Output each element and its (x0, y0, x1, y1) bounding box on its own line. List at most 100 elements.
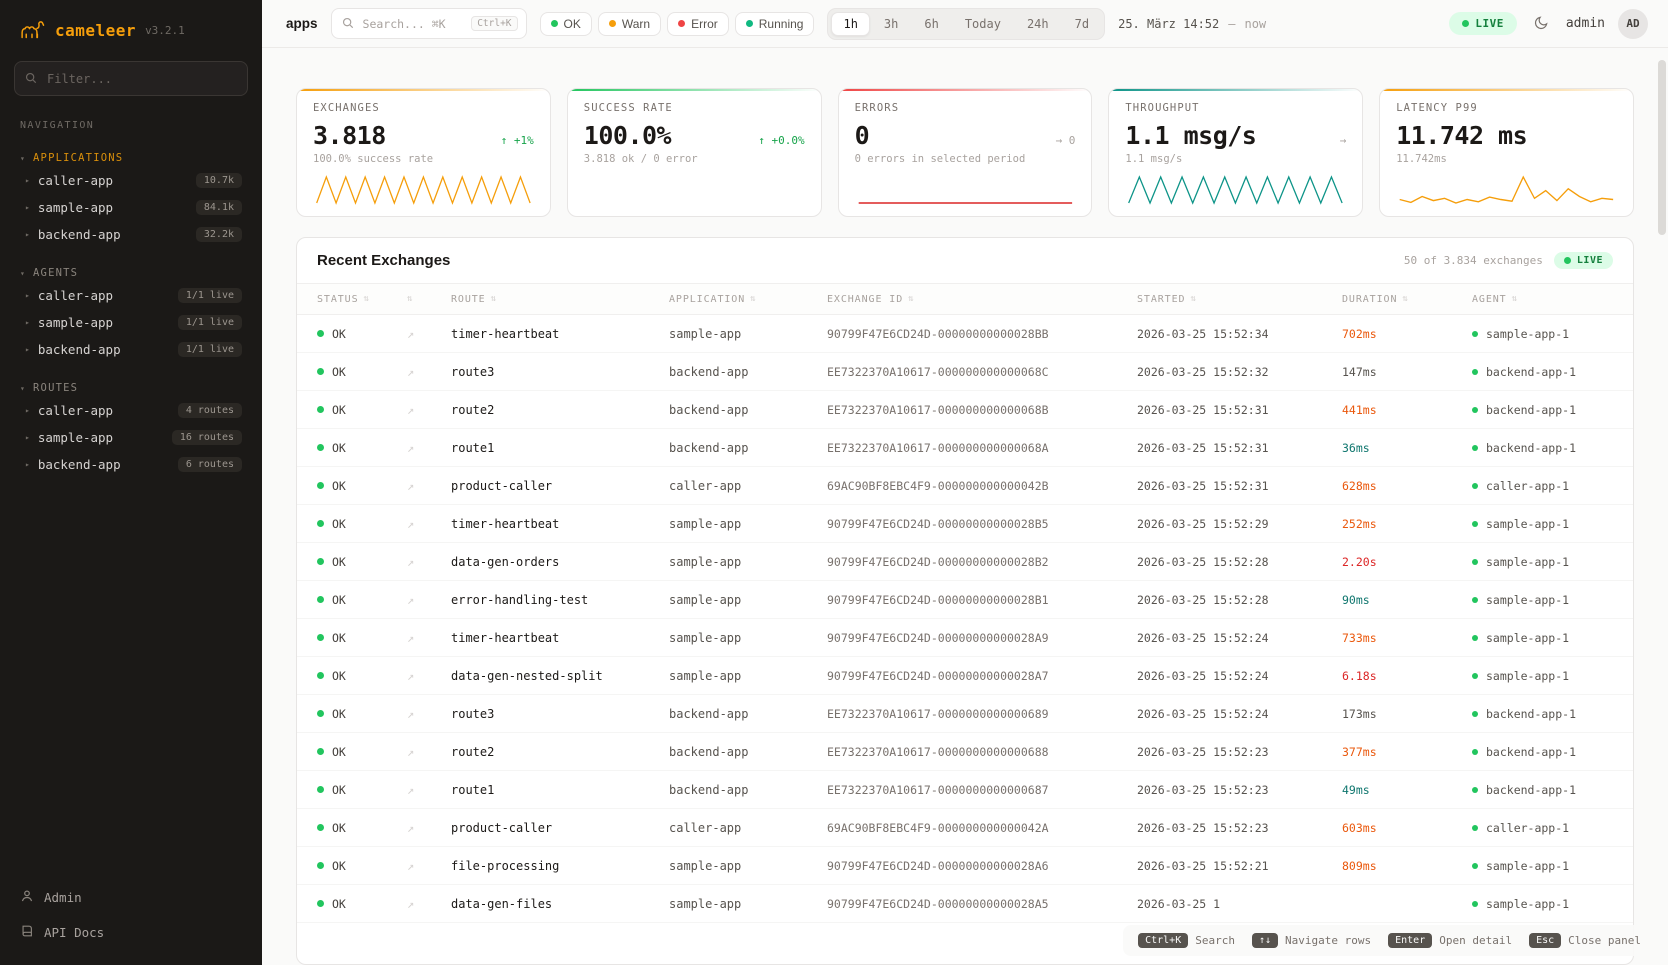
application-cell: backend-app (669, 402, 749, 417)
exchange-row[interactable]: OK ↗ timer-heartbeat sample-app 90799F47E6CD… (297, 619, 1633, 657)
sidebar-item-backend-app[interactable]: ▸ backend-app 1/1 live (14, 336, 248, 363)
column-header-agent[interactable]: AGENT ⇅ (1472, 294, 1613, 305)
status-filter-label: Running (758, 16, 804, 31)
sidebar-item-label: backend-app (37, 227, 121, 242)
status-filter-ok[interactable]: OK (539, 11, 592, 36)
live-toggle[interactable]: LIVE (1449, 12, 1517, 35)
exchange-row[interactable]: OK ↗ file-processing sample-app 90799F47E6CD… (297, 847, 1633, 885)
sidebar-item-label: backend-app (37, 342, 121, 357)
stat-card-errors: ERRORS 0 → 0 0 errors in selected period (837, 88, 1093, 217)
exchange-id-cell: 90799F47E6CD24D-00000000000028B5 (827, 516, 1049, 531)
agent-label: sample-app-1 (1486, 668, 1570, 683)
chevron-down-icon: ▾ (20, 383, 27, 393)
sidebar-section-header-applications[interactable]: ▾ APPLICATIONS (14, 149, 248, 167)
sidebar-item-sample-app[interactable]: ▸ sample-app 84.1k (14, 194, 248, 221)
column-header-started[interactable]: STARTED ⇅ (1137, 294, 1342, 305)
sidebar-item-label: backend-app (37, 457, 121, 472)
open-detail-icon[interactable]: ↗ (407, 592, 415, 607)
exchange-row[interactable]: OK ↗ route3 backend-app EE7322370A10617-0000… (297, 353, 1633, 391)
sidebar-footer-api-docs[interactable]: API Docs (14, 916, 248, 949)
chevron-down-icon: ▾ (20, 268, 27, 278)
date-range-label[interactable]: 25. März 14:52 — now (1118, 17, 1266, 31)
exchange-row[interactable]: OK ↗ data-gen-files sample-app 90799F47E6CD2… (297, 885, 1633, 923)
theme-toggle-button[interactable] (1530, 11, 1553, 37)
application-cell: backend-app (669, 706, 749, 721)
context-apps[interactable]: apps (286, 16, 318, 31)
exchange-row[interactable]: OK ↗ route1 backend-app EE7322370A10617-0000… (297, 771, 1633, 809)
sidebar-section-header-agents[interactable]: ▾ AGENTS (14, 264, 248, 282)
time-range-24h[interactable]: 24h (1015, 12, 1061, 36)
user-label[interactable]: admin (1565, 16, 1605, 31)
open-detail-icon[interactable]: ↗ (407, 516, 415, 531)
application-cell: backend-app (669, 744, 749, 759)
exchange-row[interactable]: OK ↗ timer-heartbeat sample-app 90799F47E6CD… (297, 505, 1633, 543)
open-detail-icon[interactable]: ↗ (407, 820, 415, 835)
stat-card-exchanges: EXCHANGES 3.818 ↑ +1% 100.0% success rate (296, 88, 551, 217)
exchange-row[interactable]: OK ↗ data-gen-nested-split sample-app 90799F… (297, 657, 1633, 695)
status-label: OK (332, 630, 346, 645)
open-detail-icon[interactable]: ↗ (407, 364, 415, 379)
sidebar-item-backend-app[interactable]: ▸ backend-app 6 routes (14, 451, 248, 478)
exchange-row[interactable]: OK ↗ route3 backend-app EE7322370A10617-0000… (297, 695, 1633, 733)
book-icon (20, 924, 34, 941)
status-filter-error[interactable]: Error (667, 11, 729, 36)
status-cell: OK (317, 479, 407, 493)
stat-card-value-row: 100.0% ↑ +0.0% (584, 121, 805, 150)
open-detail-icon[interactable]: ↗ (407, 782, 415, 797)
sidebar-item-sample-app[interactable]: ▸ sample-app 16 routes (14, 424, 248, 451)
open-detail-icon[interactable]: ↗ (407, 744, 415, 759)
open-detail-icon[interactable]: ↗ (407, 668, 415, 683)
exchange-row[interactable]: OK ↗ timer-heartbeat sample-app 90799F47E6CD… (297, 315, 1633, 353)
column-header-open[interactable]: ⇅ (407, 294, 451, 304)
column-header-route[interactable]: ROUTE ⇅ (451, 294, 669, 305)
status-filter-warn[interactable]: Warn (597, 11, 662, 36)
open-detail-icon[interactable]: ↗ (407, 630, 415, 645)
exchange-row[interactable]: OK ↗ product-caller caller-app 69AC90BF8EBC4… (297, 809, 1633, 847)
time-range-7d[interactable]: 7d (1063, 12, 1101, 36)
open-detail-icon[interactable]: ↗ (407, 896, 415, 911)
sidebar-footer-admin[interactable]: Admin (14, 881, 248, 914)
exchange-row[interactable]: OK ↗ data-gen-orders sample-app 90799F47E6CD… (297, 543, 1633, 581)
stat-card-subtitle: 3.818 ok / 0 error (583, 153, 698, 165)
time-range-today[interactable]: Today (953, 12, 1013, 36)
open-detail-icon[interactable]: ↗ (407, 440, 415, 455)
agent-cell: sample-app-1 (1472, 897, 1613, 911)
time-range-3h[interactable]: 3h (872, 12, 910, 36)
sidebar-item-caller-app[interactable]: ▸ caller-app 10.7k (14, 167, 248, 194)
column-header-exchange-id[interactable]: EXCHANGE ID ⇅ (827, 294, 1137, 305)
status-filter-running[interactable]: Running (734, 11, 815, 36)
agent-label: sample-app-1 (1486, 326, 1570, 341)
open-detail-icon[interactable]: ↗ (407, 554, 415, 569)
open-detail-icon[interactable]: ↗ (407, 478, 415, 493)
global-search-input[interactable] (360, 15, 465, 32)
open-detail-icon[interactable]: ↗ (407, 858, 415, 873)
sidebar-item-caller-app[interactable]: ▸ caller-app 4 routes (14, 397, 248, 424)
time-range-6h[interactable]: 6h (912, 12, 950, 36)
open-detail-icon[interactable]: ↗ (407, 706, 415, 721)
sidebar-item-caller-app[interactable]: ▸ caller-app 1/1 live (14, 282, 248, 309)
stat-card-delta: → (1339, 134, 1347, 147)
scrollbar-thumb[interactable] (1658, 60, 1666, 235)
open-detail-icon[interactable]: ↗ (407, 402, 415, 417)
exchange-row[interactable]: OK ↗ route2 backend-app EE7322370A10617-0000… (297, 733, 1633, 771)
exchange-row[interactable]: OK ↗ route1 backend-app EE7322370A10617-0000… (297, 429, 1633, 467)
column-header-status[interactable]: STATUS ⇅ (317, 294, 407, 305)
application-cell: caller-app (669, 478, 742, 493)
sidebar-item-sample-app[interactable]: ▸ sample-app 1/1 live (14, 309, 248, 336)
page-scrollbar[interactable] (1658, 50, 1666, 961)
sidebar-item-backend-app[interactable]: ▸ backend-app 32.2k (14, 221, 248, 248)
sparkline-chart (1128, 175, 1344, 205)
exchange-row[interactable]: OK ↗ error-handling-test sample-app 90799F47… (297, 581, 1633, 619)
sidebar-section-header-routes[interactable]: ▾ ROUTES (14, 379, 248, 397)
column-header-application[interactable]: APPLICATION ⇅ (669, 294, 827, 305)
global-search[interactable]: Ctrl+K (330, 8, 527, 39)
avatar[interactable]: AD (1618, 8, 1648, 39)
status-dot-icon (608, 20, 616, 27)
exchange-row[interactable]: OK ↗ product-caller caller-app 69AC90BF8EBC4… (297, 467, 1633, 505)
open-detail-icon[interactable]: ↗ (407, 326, 415, 341)
time-range-1h[interactable]: 1h (831, 11, 870, 36)
sidebar-filter-input[interactable] (45, 70, 237, 87)
exchange-row[interactable]: OK ↗ route2 backend-app EE7322370A10617-0000… (297, 391, 1633, 429)
column-header-duration[interactable]: DURATION ⇅ (1342, 294, 1472, 305)
brand[interactable]: cameleer v3.2.1 (14, 14, 248, 61)
